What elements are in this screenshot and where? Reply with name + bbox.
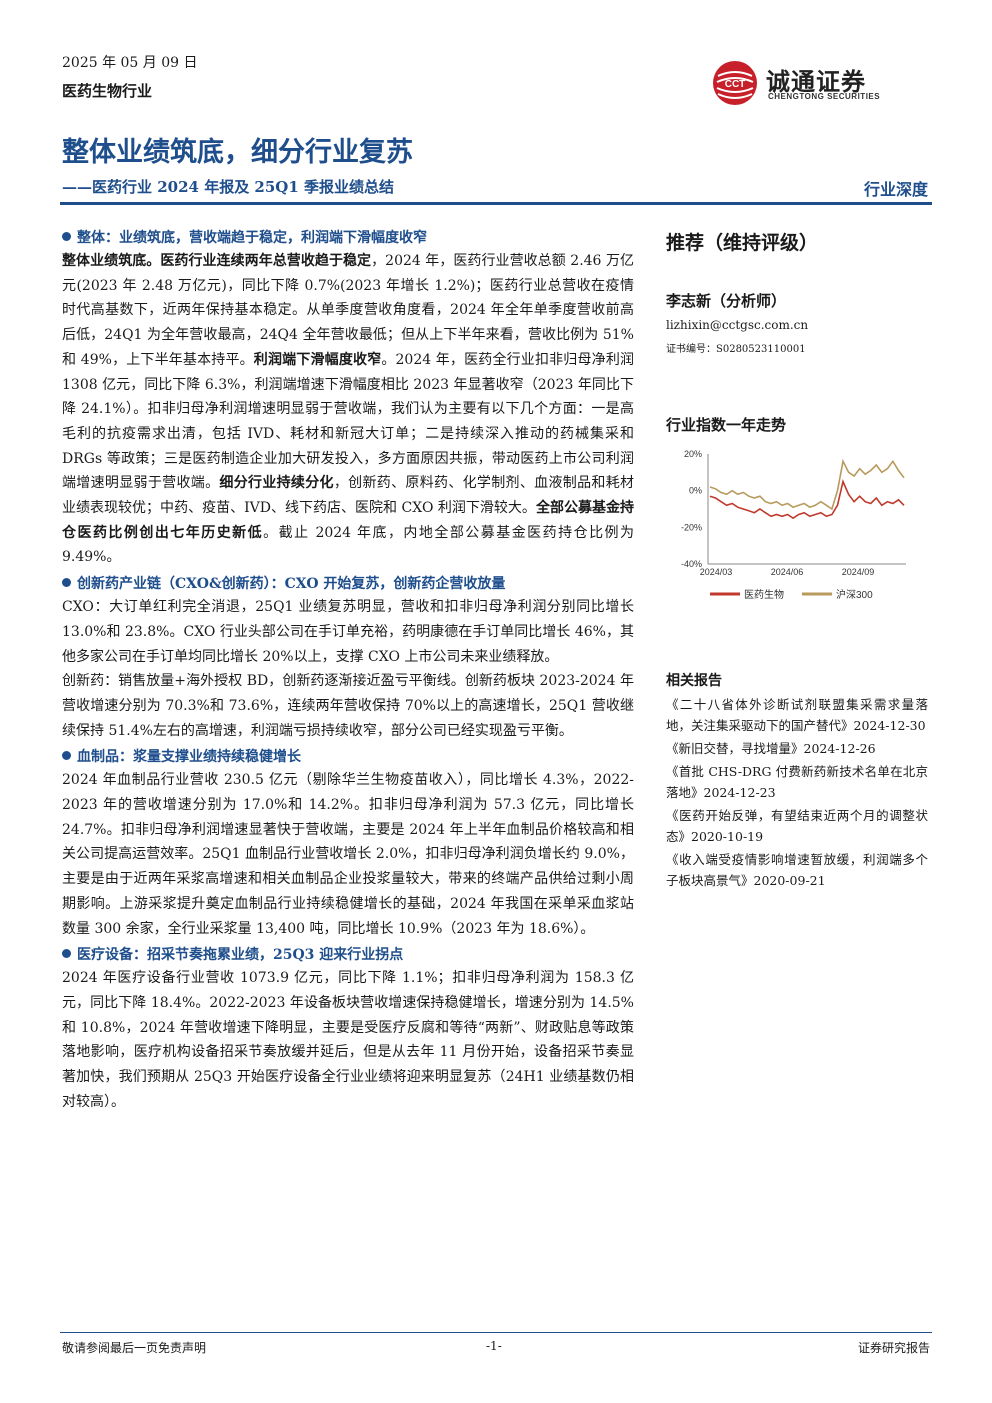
body-paragraph: 2024 年医疗设备行业营收 1073.9 亿元，同比下降 1.1%；扣非归母净… bbox=[62, 966, 634, 1114]
related-report-item[interactable]: 《二十八省体外诊断试剂联盟集采需求量落地，关注集采驱动下的国产替代》2024-1… bbox=[666, 697, 928, 733]
body-text: CXO：大订单红利完全消退，25Q1 业绩复苏明显，营收和扣非归母净利润分别同比… bbox=[62, 599, 634, 665]
section-heading-text: 整体：业绩筑底，营收端趋于稳定，利润端下滑幅度收窄 bbox=[77, 230, 427, 246]
legend-label: 沪深300 bbox=[836, 588, 873, 601]
related-report-item[interactable]: 《首批 CHS-DRG 付费新药新技术名单在北京落地》2024-12-23 bbox=[666, 764, 928, 800]
disclaimer-note: 敬请参阅最后一页免责声明 bbox=[62, 1341, 207, 1355]
sidebar: 推荐（维持评级） 李志新（分析师） lizhixin@cctgsc.com.cn… bbox=[666, 224, 938, 888]
logo-name-en: CHENGTONG SECURITIES bbox=[768, 92, 881, 101]
y-tick-label: 20% bbox=[684, 449, 702, 459]
bullet-icon bbox=[62, 949, 71, 959]
y-tick-label: 0% bbox=[689, 486, 702, 496]
analyst-cert: 证书编号：S0280523110001 bbox=[666, 344, 806, 355]
index-chart-svg: 20% 0% -20% -40%2024/03 2024/06 2024/09 医药生物 沪深… bbox=[681, 449, 906, 601]
body-paragraph: 创新药：销售放量+海外授权 BD，创新药逐渐接近盈亏平衡线。创新药板块 2023… bbox=[62, 669, 634, 743]
report-subtitle: ——医药行业 2024 年报及 25Q1 季报业绩总结 bbox=[62, 178, 395, 196]
section-heading: 整体：业绩筑底，营收端趋于稳定，利润端下滑幅度收窄 bbox=[62, 227, 634, 249]
section-heading: 血制品：浆量支撑业绩持续稳健增长 bbox=[62, 746, 634, 768]
emphasis-text: 细分行业持续分化 bbox=[219, 475, 334, 492]
body-text: 2024 年医疗设备行业营收 1073.9 亿元，同比下降 1.1%；扣非归母净… bbox=[62, 970, 634, 1110]
body-text: ，创新药、原料药、化学制剂、血液制品和耗材业绩表现较优；中药、疫苗、IVD、线下… bbox=[62, 475, 635, 517]
report-type-label: 行业深度 bbox=[863, 180, 928, 199]
related-report-item[interactable]: 《医药开始反弹，有望结束近两个月的调整状态》2020-10-19 bbox=[666, 808, 928, 844]
section-heading-text: 创新药产业链（CXO&创新药）：CXO 开始复苏，创新药企营收放量 bbox=[77, 576, 506, 593]
rating: 推荐（维持评级） bbox=[666, 232, 819, 254]
report-date: 2025 年 05 月 09 日 bbox=[62, 55, 198, 71]
industry-name: 医药生物行业 bbox=[62, 82, 153, 100]
analyst-email[interactable]: lizhixin@cctgsc.com.cn bbox=[666, 318, 809, 332]
x-tick-label: 2024/09 bbox=[842, 567, 875, 577]
x-tick-label: 2024/06 bbox=[771, 567, 804, 577]
header-divider bbox=[60, 202, 932, 205]
emphasis-text: 利润端下滑幅度收窄 bbox=[253, 351, 382, 368]
related-report-item[interactable]: 《收入端受疫情影响增速暂放缓，利润端多个子板块高景气》2020-09-21 bbox=[666, 852, 928, 888]
y-tick-label: -20% bbox=[681, 522, 702, 532]
footer-report-label: 证券研究报告 bbox=[857, 1341, 930, 1355]
cct-logo-mark: CCT bbox=[713, 61, 757, 105]
body-text: 。2024 年，医药全行业扣非归母净利润 1308 亿元，同比下降 6.3%，利… bbox=[62, 351, 634, 492]
logo-name-cn: 诚通证券 bbox=[766, 68, 866, 96]
legend-label: 医药生物 bbox=[744, 588, 784, 601]
y-tick-label: -40% bbox=[681, 559, 702, 569]
chart-title: 行业指数一年走势 bbox=[666, 416, 787, 434]
analyst-name: 李志新（分析师） bbox=[666, 292, 787, 310]
section-heading-text: 医疗设备：招采节奏拖累业绩，25Q3 迎来行业拐点 bbox=[77, 947, 404, 964]
section-heading-text: 血制品：浆量支撑业绩持续稳健增长 bbox=[77, 749, 301, 766]
related-reports-title: 相关报告 bbox=[666, 673, 722, 689]
section-heading: 医疗设备：招采节奏拖累业绩，25Q3 迎来行业拐点 bbox=[62, 944, 634, 966]
series-line-csi300 bbox=[709, 458, 905, 511]
related-report-item[interactable]: 《新旧交替，寻找增量》2024-12-26 bbox=[666, 741, 876, 756]
related-reports-list: 《二十八省体外诊断试剂联盟集采需求量落地，关注集采驱动下的国产替代》2024-1… bbox=[666, 694, 928, 893]
emphasis-text: 全部公募基金持仓医药比例创出七年历史新低 bbox=[62, 500, 634, 541]
footer-divider bbox=[60, 1332, 932, 1333]
report-title: 整体业绩筑底，细分行业复苏 bbox=[62, 137, 413, 168]
bullet-icon bbox=[62, 578, 71, 588]
body-text: 2024 年血制品行业营收 230.5 亿元（剔除华兰生物疫苗收入），同比增长 … bbox=[62, 772, 634, 937]
section-heading: 创新药产业链（CXO&创新药）：CXO 开始复苏，创新药企营收放量 bbox=[62, 573, 634, 595]
index-chart: 20% 0% -20% -40% 2024/03 2024/06 2024/09 医药生物 沪深… bbox=[666, 446, 938, 606]
series-line-pharma bbox=[709, 478, 905, 520]
page-number: -1- bbox=[486, 1339, 502, 1353]
body-text: ，2024 年，医药行业营收总额 2.46 万亿元(2023 年 2.48 万亿… bbox=[62, 253, 635, 368]
body-text: 创新药：销售放量+海外授权 BD，创新药逐渐接近盈亏平衡线。创新药板块 2023… bbox=[62, 673, 634, 739]
x-tick-label: 2024/03 bbox=[700, 567, 733, 577]
body-paragraph: CXO：大订单红利完全消退，25Q1 业绩复苏明显，营收和扣非归母净利润分别同比… bbox=[62, 595, 634, 669]
main-content: 整体：业绩筑底，营收端趋于稳定，利润端下滑幅度收窄整体业绩筑底。医药行业连续两年… bbox=[62, 224, 634, 1115]
logo-mark-text: CCT bbox=[725, 79, 746, 90]
body-paragraph: 2024 年血制品行业营收 230.5 亿元（剔除华兰生物疫苗收入），同比增长 … bbox=[62, 768, 634, 941]
body-paragraph: 整体业绩筑底。医药行业连续两年总营收趋于稳定，2024 年，医药行业营收总额 2… bbox=[62, 249, 634, 570]
bullet-icon bbox=[62, 232, 71, 241]
company-logo: CCT 诚通证券 CHENGTONG SECURITIES bbox=[712, 60, 902, 108]
bullet-icon bbox=[62, 751, 71, 761]
body-text: 。截止 2024 年底，内地全部公募基金医药持仓比例为 9.49%。 bbox=[62, 524, 635, 566]
emphasis-text: 整体业绩筑底。医药行业连续两年总营收趋于稳定 bbox=[62, 253, 372, 269]
